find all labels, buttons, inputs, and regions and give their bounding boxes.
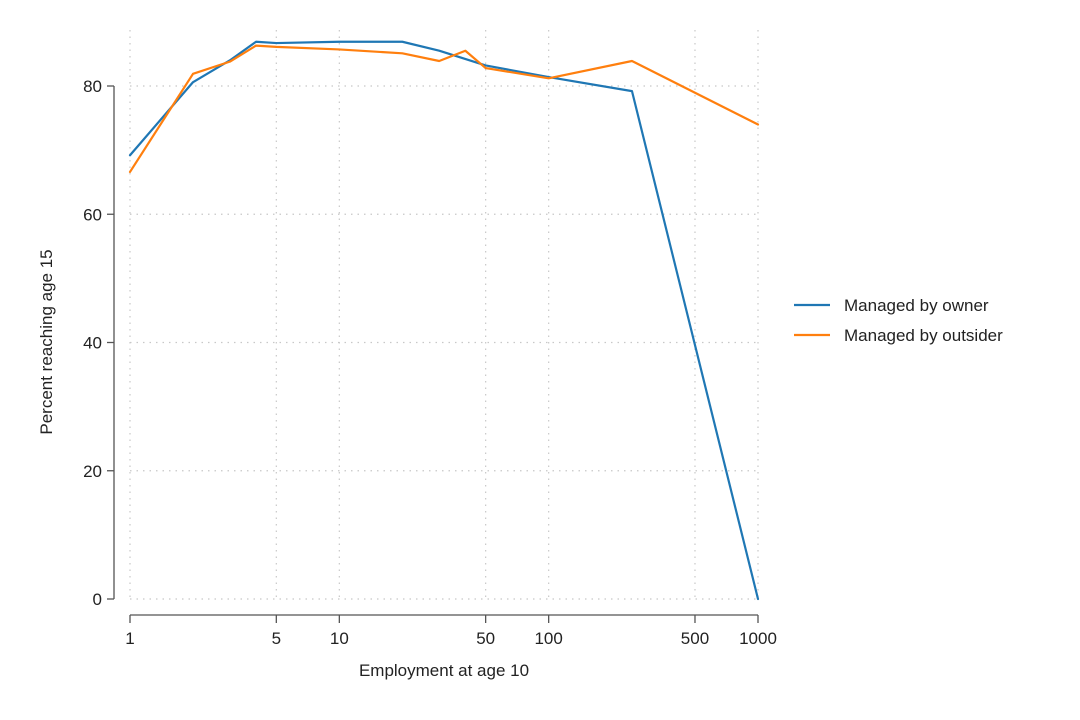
legend-label: Managed by owner: [844, 296, 989, 315]
series-layer: [128, 40, 760, 601]
x-tick-label: 1000: [739, 629, 777, 648]
y-tick-label: 40: [83, 334, 102, 353]
x-tick-label: 1: [125, 629, 134, 648]
x-tick-label: 5: [272, 629, 281, 648]
y-tick-label: 20: [83, 462, 102, 481]
x-tick-label: 100: [534, 629, 562, 648]
y-tick-label: 0: [93, 590, 102, 609]
x-tick-label: 50: [476, 629, 495, 648]
axes-layer: 0 20 40 60 80 1 5 10 50 100 500 1000: [83, 77, 777, 648]
legend-label: Managed by outsider: [844, 326, 1003, 345]
y-tick-label: 80: [83, 77, 102, 96]
series-line-managed-by-owner: [128, 40, 760, 601]
legend: Managed by owner Managed by outsider: [794, 296, 1003, 345]
x-tick-label: 10: [330, 629, 349, 648]
y-axis-title: Percent reaching age 15: [37, 249, 56, 434]
series-line-managed-by-outsider: [128, 44, 760, 174]
x-axis-title: Employment at age 10: [359, 661, 529, 680]
x-tick-label: 500: [681, 629, 709, 648]
y-tick-label: 60: [83, 205, 102, 224]
grid-layer: [129, 30, 759, 600]
